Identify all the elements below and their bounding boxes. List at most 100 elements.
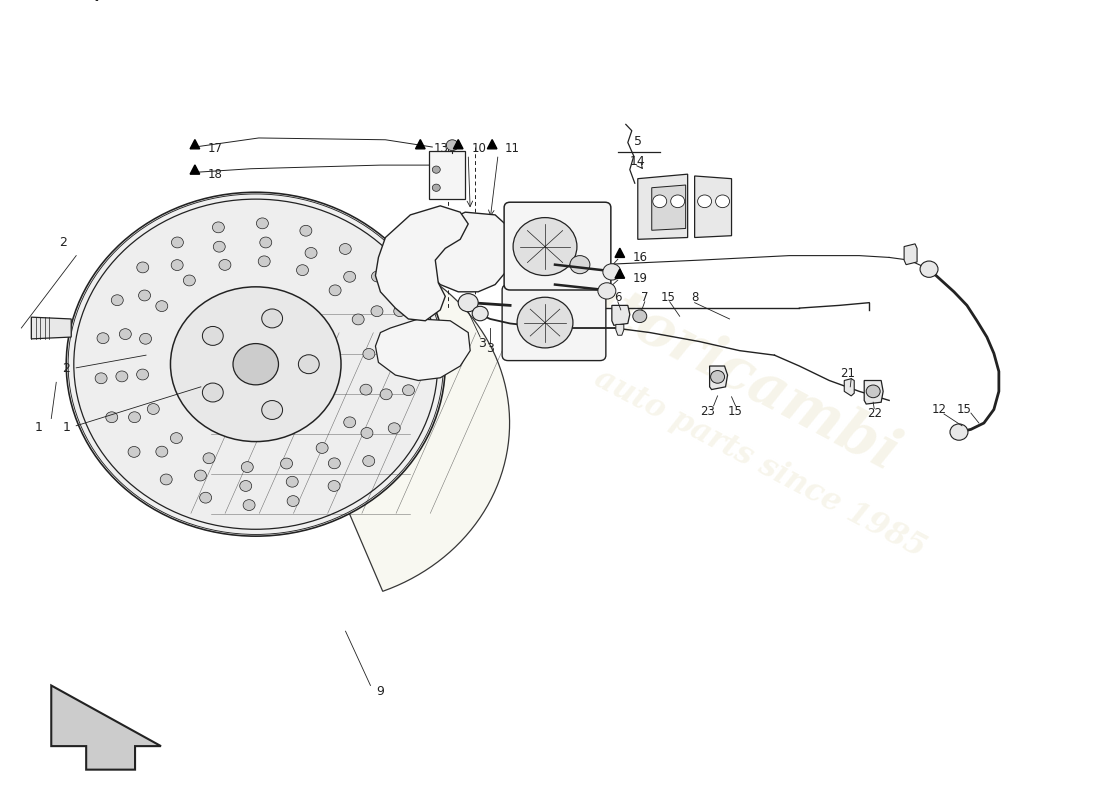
Circle shape [920, 261, 938, 278]
Circle shape [204, 453, 214, 464]
Polygon shape [31, 317, 72, 339]
Circle shape [361, 427, 373, 438]
Polygon shape [865, 381, 883, 404]
Circle shape [394, 306, 406, 317]
Circle shape [136, 262, 149, 273]
Text: 23: 23 [701, 405, 715, 418]
Circle shape [297, 265, 308, 275]
Text: 3: 3 [486, 342, 494, 355]
Circle shape [195, 470, 207, 481]
Text: 21: 21 [839, 366, 855, 380]
Circle shape [352, 314, 364, 325]
Circle shape [262, 401, 283, 419]
Text: 10: 10 [471, 142, 486, 155]
Circle shape [372, 271, 384, 282]
Circle shape [170, 287, 341, 442]
Circle shape [202, 383, 223, 402]
Circle shape [432, 184, 440, 191]
Circle shape [697, 195, 712, 208]
Circle shape [95, 373, 107, 384]
Circle shape [172, 260, 184, 270]
Circle shape [97, 333, 109, 344]
Text: 12: 12 [932, 403, 946, 416]
FancyBboxPatch shape [504, 202, 610, 290]
Polygon shape [638, 174, 688, 239]
Circle shape [632, 310, 647, 322]
Polygon shape [123, 242, 509, 591]
Circle shape [298, 354, 319, 374]
Circle shape [116, 371, 128, 382]
Text: 6: 6 [614, 290, 622, 304]
Text: 2: 2 [63, 362, 70, 375]
Circle shape [447, 140, 459, 150]
Circle shape [280, 458, 293, 469]
Circle shape [603, 264, 620, 280]
Polygon shape [615, 248, 625, 258]
Circle shape [432, 166, 440, 174]
Text: 14: 14 [630, 155, 646, 168]
Circle shape [388, 422, 400, 434]
Circle shape [136, 369, 149, 380]
Polygon shape [612, 306, 630, 326]
FancyBboxPatch shape [43, 0, 134, 18]
Text: 3: 3 [478, 337, 486, 350]
Text: = 4: = 4 [74, 0, 100, 4]
Circle shape [329, 285, 341, 296]
Circle shape [172, 237, 184, 248]
Polygon shape [416, 139, 425, 149]
Text: 11: 11 [505, 142, 520, 155]
Circle shape [240, 481, 252, 491]
Circle shape [202, 326, 223, 346]
Text: 17: 17 [208, 142, 223, 155]
Text: 1: 1 [34, 421, 42, 434]
Text: 7: 7 [641, 290, 649, 304]
Text: 2: 2 [59, 235, 67, 249]
Circle shape [403, 385, 415, 396]
Text: 1: 1 [63, 421, 70, 434]
Text: 8: 8 [691, 290, 698, 304]
Circle shape [328, 458, 340, 469]
Circle shape [866, 385, 880, 398]
Polygon shape [845, 378, 855, 396]
Polygon shape [453, 139, 463, 149]
Text: 13: 13 [433, 142, 448, 155]
Polygon shape [375, 319, 470, 381]
Circle shape [219, 259, 231, 270]
Text: 22: 22 [867, 407, 882, 421]
Circle shape [140, 334, 152, 344]
Circle shape [472, 306, 488, 321]
Circle shape [343, 271, 355, 282]
Text: auto parts since 1985: auto parts since 1985 [588, 363, 931, 565]
Circle shape [384, 346, 396, 358]
Polygon shape [651, 185, 685, 230]
Circle shape [405, 345, 417, 355]
FancyBboxPatch shape [429, 150, 465, 199]
Text: 18: 18 [208, 168, 222, 181]
Circle shape [286, 476, 298, 487]
Circle shape [517, 298, 573, 348]
Polygon shape [52, 686, 161, 770]
Circle shape [950, 424, 968, 440]
Circle shape [156, 301, 168, 311]
Polygon shape [375, 206, 469, 321]
Circle shape [147, 403, 160, 414]
Polygon shape [190, 165, 200, 174]
Text: autoricambi: autoricambi [531, 246, 909, 482]
Circle shape [343, 417, 355, 428]
Circle shape [360, 384, 372, 395]
Circle shape [111, 294, 123, 306]
Circle shape [513, 218, 576, 275]
Circle shape [305, 247, 317, 258]
Circle shape [129, 412, 141, 422]
Circle shape [381, 389, 392, 400]
Circle shape [316, 442, 328, 454]
Text: 5: 5 [634, 135, 641, 148]
Circle shape [120, 329, 131, 339]
Circle shape [598, 282, 616, 299]
Polygon shape [904, 244, 917, 265]
Circle shape [106, 412, 118, 422]
Circle shape [652, 195, 667, 208]
Polygon shape [428, 212, 515, 292]
Circle shape [241, 462, 253, 473]
Circle shape [339, 243, 351, 254]
